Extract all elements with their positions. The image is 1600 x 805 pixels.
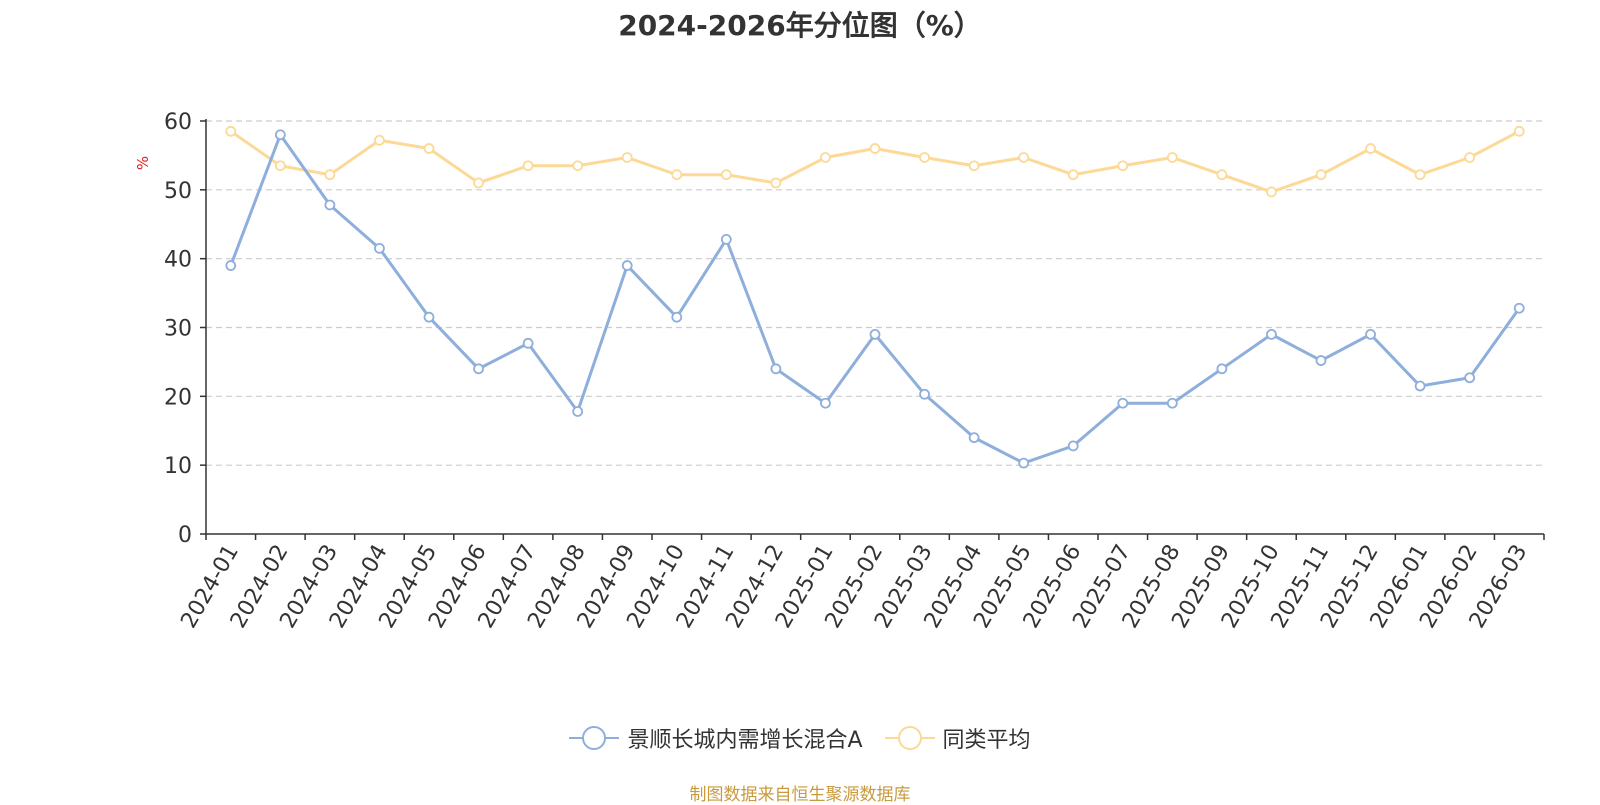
data-point-0[interactable] [374, 242, 385, 254]
y-tick-label: 20 [164, 385, 192, 410]
data-point-0[interactable] [324, 199, 336, 211]
data-point-0[interactable] [522, 337, 534, 349]
data-point-1[interactable] [374, 134, 385, 146]
data-point-1[interactable] [720, 169, 732, 181]
y-tick-label: 40 [164, 248, 192, 273]
data-point-0[interactable] [1018, 457, 1030, 469]
data-point-1[interactable] [1266, 186, 1277, 198]
data-point-1[interactable] [1414, 169, 1426, 181]
series-line-0 [229, 133, 1521, 465]
data-point-1[interactable] [770, 177, 782, 189]
data-point-0[interactable] [473, 363, 484, 375]
y-tick-label: 60 [164, 110, 192, 135]
data-point-1[interactable] [324, 169, 336, 181]
data-point-0[interactable] [274, 129, 286, 141]
axes: 0102030405060%2024-012024-022024-032024-… [134, 110, 1545, 633]
legend-label-average: 同类平均 [942, 728, 1031, 753]
data-point-1[interactable] [522, 160, 534, 172]
y-tick-label: 50 [164, 179, 192, 204]
data-point-1[interactable] [968, 160, 980, 172]
data-source-note: 制图数据来自恒生聚源数据库 [689, 785, 911, 805]
y-axis-label: % [134, 156, 152, 170]
data-point-0[interactable] [1315, 355, 1327, 366]
data-point-1[interactable] [1365, 143, 1376, 154]
data-point-1[interactable] [1166, 152, 1178, 163]
y-tick-label: 10 [164, 454, 192, 479]
data-point-0[interactable] [968, 432, 980, 444]
data-point-1[interactable] [1018, 152, 1030, 163]
data-point-0[interactable] [770, 363, 782, 375]
data-point-1[interactable] [274, 160, 286, 172]
data-point-1[interactable] [1315, 169, 1327, 181]
data-point-1[interactable] [869, 143, 881, 154]
y-tick-label: 0 [178, 523, 192, 548]
data-point-1[interactable] [572, 160, 584, 172]
data-point-0[interactable] [621, 260, 633, 271]
data-point-1[interactable] [671, 169, 683, 181]
data-point-1[interactable] [1513, 125, 1525, 137]
data-point-1[interactable] [1464, 152, 1476, 163]
legend-swatch-fund [569, 726, 620, 750]
data-point-0[interactable] [1414, 380, 1426, 392]
legend-item-average[interactable]: 同类平均 [884, 722, 1031, 754]
series-layer [225, 125, 1525, 469]
data-point-1[interactable] [473, 177, 484, 189]
data-point-0[interactable] [1464, 372, 1476, 384]
data-point-0[interactable] [919, 388, 930, 400]
data-point-0[interactable] [720, 233, 732, 245]
legend-item-fund[interactable]: 景顺长城内需增长混合A [569, 722, 863, 754]
data-point-0[interactable] [1166, 397, 1178, 409]
grid-lines [206, 120, 1544, 466]
data-point-0[interactable] [1067, 440, 1079, 452]
data-point-1[interactable] [1117, 160, 1129, 172]
legend-swatch-average [884, 726, 935, 750]
data-point-1[interactable] [1216, 169, 1228, 181]
data-point-0[interactable] [1266, 328, 1277, 340]
data-point-1[interactable] [423, 143, 435, 154]
data-point-0[interactable] [423, 311, 435, 323]
data-point-0[interactable] [1365, 328, 1376, 340]
series-line-1 [229, 129, 1520, 194]
legend-label-fund: 景顺长城内需增长混合A [627, 728, 863, 753]
data-point-0[interactable] [1513, 302, 1525, 314]
data-point-1[interactable] [1067, 169, 1079, 181]
chart-title: 2024-2026年分位图（%） [618, 9, 982, 42]
data-point-1[interactable] [621, 152, 633, 163]
data-point-1[interactable] [919, 152, 930, 163]
data-point-0[interactable] [225, 260, 237, 271]
data-point-0[interactable] [1216, 363, 1228, 375]
data-point-0[interactable] [1117, 397, 1129, 409]
data-point-1[interactable] [820, 152, 831, 163]
data-point-0[interactable] [671, 311, 683, 323]
y-tick-label: 30 [164, 317, 192, 342]
data-point-0[interactable] [572, 406, 584, 417]
legend: 景顺长城内需增长混合A 同类平均 [0, 722, 1600, 754]
data-point-0[interactable] [869, 328, 881, 340]
data-point-0[interactable] [820, 397, 831, 409]
data-point-1[interactable] [225, 125, 237, 137]
